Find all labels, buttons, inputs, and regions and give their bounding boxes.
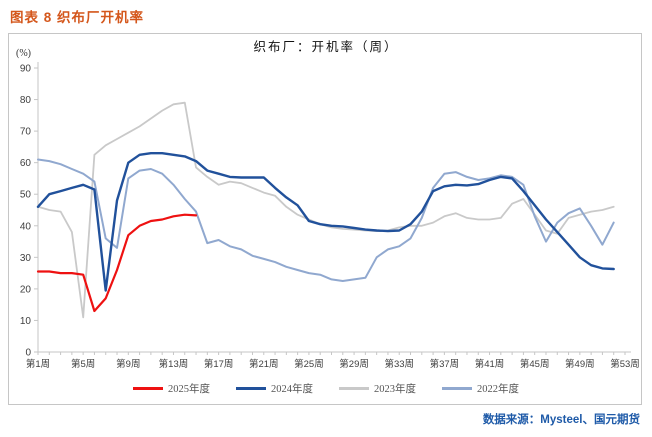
y-tick-label: 70 bbox=[20, 127, 32, 138]
chart-legend: 2025年度 2024年度 2023年度 2022年度 bbox=[0, 381, 652, 396]
x-tick-label: 第17周 bbox=[204, 358, 234, 370]
y-tick-label: 0 bbox=[25, 348, 31, 359]
x-tick-label: 第29周 bbox=[339, 358, 369, 370]
legend-label: 2023年度 bbox=[374, 384, 416, 395]
legend-item-2024年度: 2024年度 bbox=[236, 381, 313, 396]
x-tick-label: 第45周 bbox=[520, 358, 550, 370]
legend-item-2023年度: 2023年度 bbox=[339, 381, 416, 396]
legend-line-swatch bbox=[339, 387, 369, 390]
x-tick-label: 第25周 bbox=[294, 358, 324, 370]
y-tick-label: 40 bbox=[20, 221, 32, 232]
x-tick-label: 第41周 bbox=[475, 358, 505, 370]
x-tick-label: 第1周 bbox=[26, 358, 50, 370]
legend-item-2025年度: 2025年度 bbox=[133, 381, 210, 396]
x-tick-label: 第49周 bbox=[565, 358, 595, 370]
y-tick-label: 50 bbox=[20, 190, 32, 201]
data-source-label: 数据来源：Mysteel、国元期货 bbox=[482, 414, 640, 426]
x-tick-label: 第5周 bbox=[71, 358, 95, 370]
x-tick-label: 第13周 bbox=[159, 358, 189, 370]
series-line-2022年度 bbox=[37, 158, 615, 282]
series-line-2024年度 bbox=[36, 151, 615, 292]
y-axis-unit-label: (%) bbox=[16, 48, 31, 59]
chart-title: 织布厂：开机率（周） bbox=[253, 40, 399, 54]
x-tick-label: 第33周 bbox=[384, 358, 414, 370]
legend-label: 2025年度 bbox=[168, 384, 210, 395]
y-tick-label: 20 bbox=[20, 284, 32, 295]
legend-label: 2022年度 bbox=[477, 384, 519, 395]
x-tick-label: 第53周 bbox=[610, 358, 640, 370]
series-line-2025年度 bbox=[36, 213, 198, 313]
x-tick-label: 第21周 bbox=[249, 358, 279, 370]
y-tick-label: 80 bbox=[20, 95, 32, 106]
y-tick-label: 10 bbox=[20, 316, 32, 327]
figure-title: 图表 8 织布厂开机率 bbox=[10, 10, 145, 25]
y-tick-label: 30 bbox=[20, 253, 32, 264]
legend-item-2022年度: 2022年度 bbox=[442, 381, 519, 396]
legend-line-swatch bbox=[442, 387, 472, 390]
y-tick-label: 90 bbox=[20, 64, 32, 75]
x-tick-label: 第9周 bbox=[116, 358, 140, 370]
x-tick-label: 第37周 bbox=[430, 358, 460, 370]
series-line-2023年度 bbox=[37, 101, 615, 319]
legend-label: 2024年度 bbox=[271, 384, 313, 395]
legend-line-swatch bbox=[236, 387, 266, 390]
legend-line-swatch bbox=[133, 387, 163, 390]
y-tick-label: 60 bbox=[20, 158, 32, 169]
